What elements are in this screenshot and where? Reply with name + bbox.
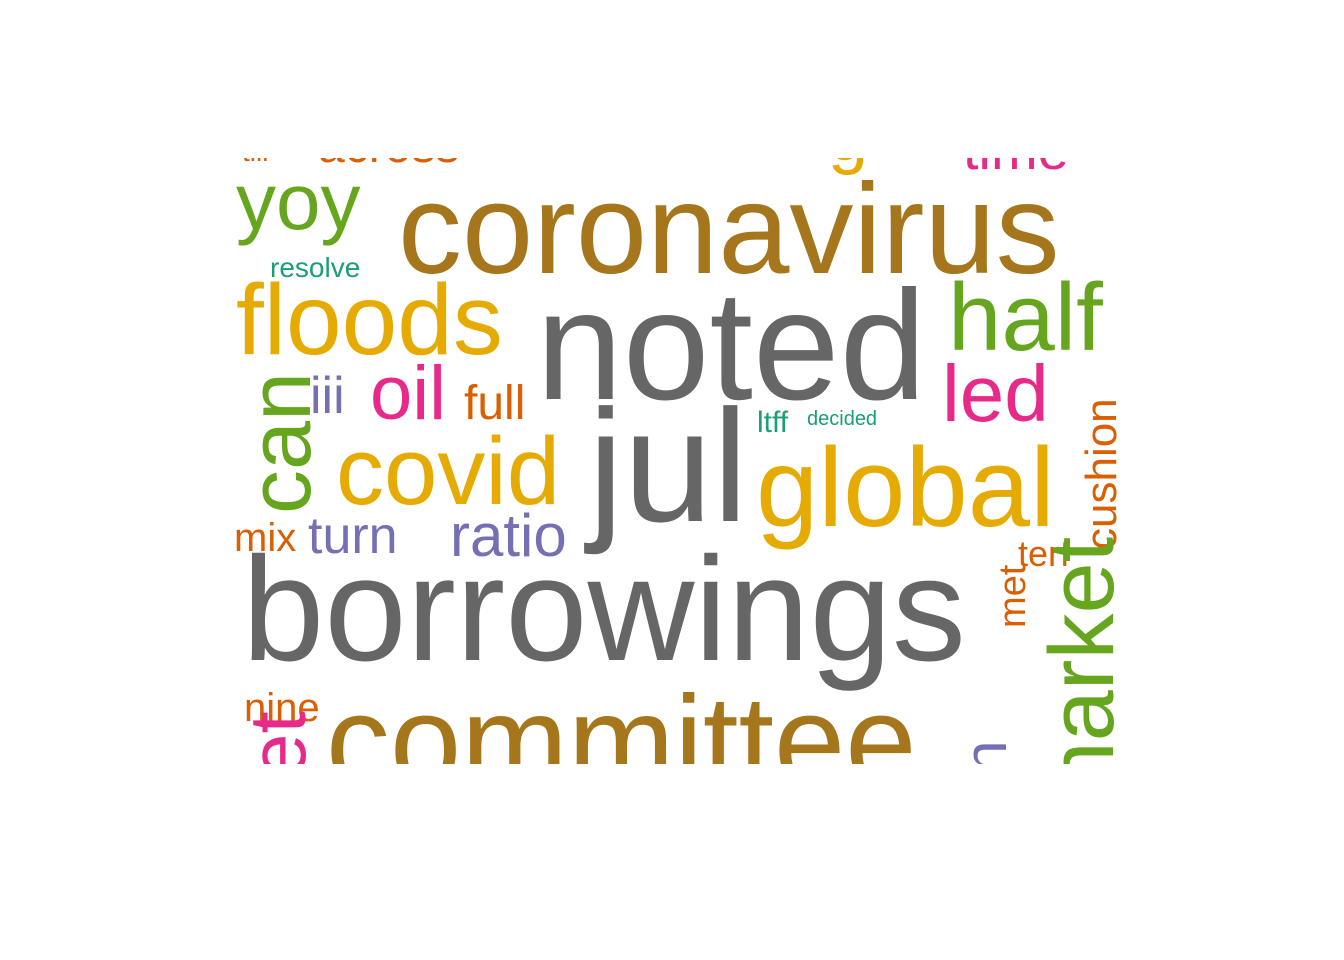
word-can: can bbox=[230, 372, 329, 514]
word-committee: committee bbox=[326, 670, 917, 765]
word-cloud: till across g time yoy coronavirus resol… bbox=[230, 158, 1120, 764]
word-nine: nine bbox=[244, 686, 320, 730]
word-global: global bbox=[756, 425, 1055, 550]
word-noted: noted bbox=[536, 259, 927, 433]
word-covid: covid bbox=[336, 418, 561, 525]
word-set: set bbox=[233, 711, 322, 764]
word-g: g bbox=[828, 158, 868, 172]
word-met: met bbox=[992, 564, 1034, 628]
word-resolve: resolve bbox=[270, 252, 361, 283]
word-till: till bbox=[242, 158, 268, 166]
word-jul: jul bbox=[588, 376, 749, 555]
word-half: half bbox=[948, 264, 1103, 371]
word-full: full bbox=[464, 377, 526, 430]
word-cushion: cushion bbox=[1077, 398, 1120, 550]
word-market: market bbox=[1031, 536, 1120, 764]
word-iii: iii bbox=[310, 367, 345, 425]
word-across: across bbox=[318, 158, 459, 171]
word-mix: mix bbox=[234, 516, 297, 560]
word-terf: terf bbox=[1018, 533, 1071, 574]
word-yoy: yoy bbox=[236, 158, 361, 246]
word-time: time bbox=[963, 158, 1069, 178]
word-floods: floods bbox=[236, 264, 503, 376]
word-ratio: ratio bbox=[450, 502, 567, 569]
word-turn: turn bbox=[308, 507, 398, 565]
word-led: led bbox=[942, 349, 1049, 438]
word-borrowings: borrowings bbox=[242, 527, 966, 692]
word-oil: oil bbox=[370, 351, 447, 436]
word-coronavirus: coronavirus bbox=[398, 158, 1060, 301]
word-ltff: ltff bbox=[757, 406, 789, 439]
word-decided: decided bbox=[807, 408, 878, 430]
word-loan: loan bbox=[952, 741, 1019, 764]
